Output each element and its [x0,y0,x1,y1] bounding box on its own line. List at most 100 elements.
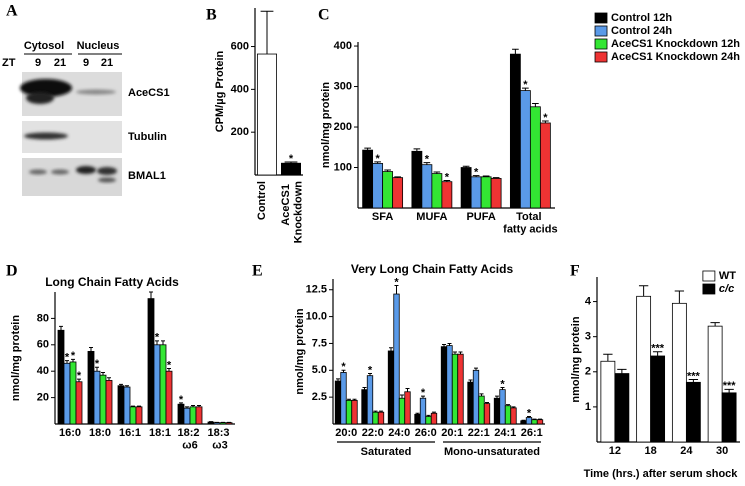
bar [345,399,353,425]
bar [520,420,527,425]
panel-letter: C [318,7,330,24]
bar [207,421,215,425]
blot-band [97,167,117,175]
blot-band [76,89,116,95]
significance-mark: * [289,153,294,165]
y-tick-label: 2.5 [312,391,327,403]
x-tick-label: 30 [716,445,728,457]
significance-mark: * [523,79,528,91]
legend-label: AceCS1 Knockdown 12h [611,38,740,50]
error-bar [532,103,539,107]
legend-label: Control 12h [611,12,672,24]
error-bar [185,406,189,409]
error-bar [405,388,410,392]
bar [529,106,541,209]
bar [480,176,492,209]
error-bar [389,347,393,351]
bar [499,389,506,425]
error-bar [506,404,510,406]
bar [340,372,347,425]
bar [636,295,652,443]
bar [123,386,131,425]
bar [159,344,167,425]
significance-mark: * [394,276,399,288]
x-tick-label: 18 [645,445,657,457]
error-bar [368,373,372,376]
bar [510,407,517,425]
bar [183,407,191,425]
group-label: Saturated [361,446,412,458]
error-bar [674,290,685,304]
significance-mark: * [425,154,430,166]
x-axis-label: Time (hrs.) after serum shock [584,468,739,480]
error-bar [149,291,153,299]
panel-letter: D [6,263,18,280]
panel-letter: E [252,263,263,280]
y-axis-label: nmol/mg protein [294,308,306,394]
error-bar [161,340,165,345]
y-tick-label: 600 [231,40,249,52]
error-bar [362,386,367,390]
error-bar [447,342,452,346]
bar [99,374,107,425]
error-bar [521,419,526,421]
bar [334,380,342,425]
protein-label: AceCS1 [128,87,170,99]
x-tick-label: 26:1 [521,427,543,439]
bar [451,353,459,425]
y-tick-label: 300 [334,80,352,92]
error-bar [474,367,478,371]
error-bar [167,368,171,372]
bar [419,397,427,425]
error-bar [443,179,451,182]
blot-band [26,92,54,104]
bar [457,353,464,425]
error-bar [511,406,516,408]
error-bar [413,148,421,152]
bar [256,53,277,176]
x-tick-label: SFA [372,211,393,223]
legend-swatch [702,283,716,295]
bar [671,302,687,443]
error-bar [433,171,441,174]
error-bar [95,366,99,372]
panel-letter: F [570,263,580,280]
bar [493,397,501,425]
bar [75,381,83,425]
error-bar [374,161,381,164]
bar [614,373,630,443]
error-bar [710,322,720,327]
blot-band [76,166,96,174]
bar [519,90,531,209]
legend-label: Control 24h [611,25,672,37]
y-tick-label: 1 [585,401,591,413]
lane-label: 9 [35,57,41,69]
y-tick-label: 10.0 [306,310,327,322]
bar [411,150,423,209]
blot-band [20,79,72,97]
bar [472,369,480,425]
x-tick-label: 20:1 [441,427,463,439]
legend-swatch [594,51,608,63]
error-bar [542,120,549,123]
error-bar [472,175,480,177]
bar [441,181,453,209]
x-tick-label: 24:0 [388,427,410,439]
error-bar [495,395,499,399]
legend-swatch [594,38,608,50]
error-bar [527,415,531,418]
error-bar [442,344,446,347]
error-bar [522,87,529,91]
x-tick-label: 16:0 [59,427,81,439]
bar [87,350,95,425]
lane-label: 21 [54,57,66,69]
error-bar [394,176,401,178]
bar [460,167,472,209]
bar [165,370,173,425]
significance-mark: *** [651,343,665,355]
bar [366,375,374,425]
bar [117,385,125,425]
western-blot: A Cytosol Nucleus ZT 9 21 9 21 AceCS1 Tu… [2,3,170,196]
bar [147,298,155,425]
